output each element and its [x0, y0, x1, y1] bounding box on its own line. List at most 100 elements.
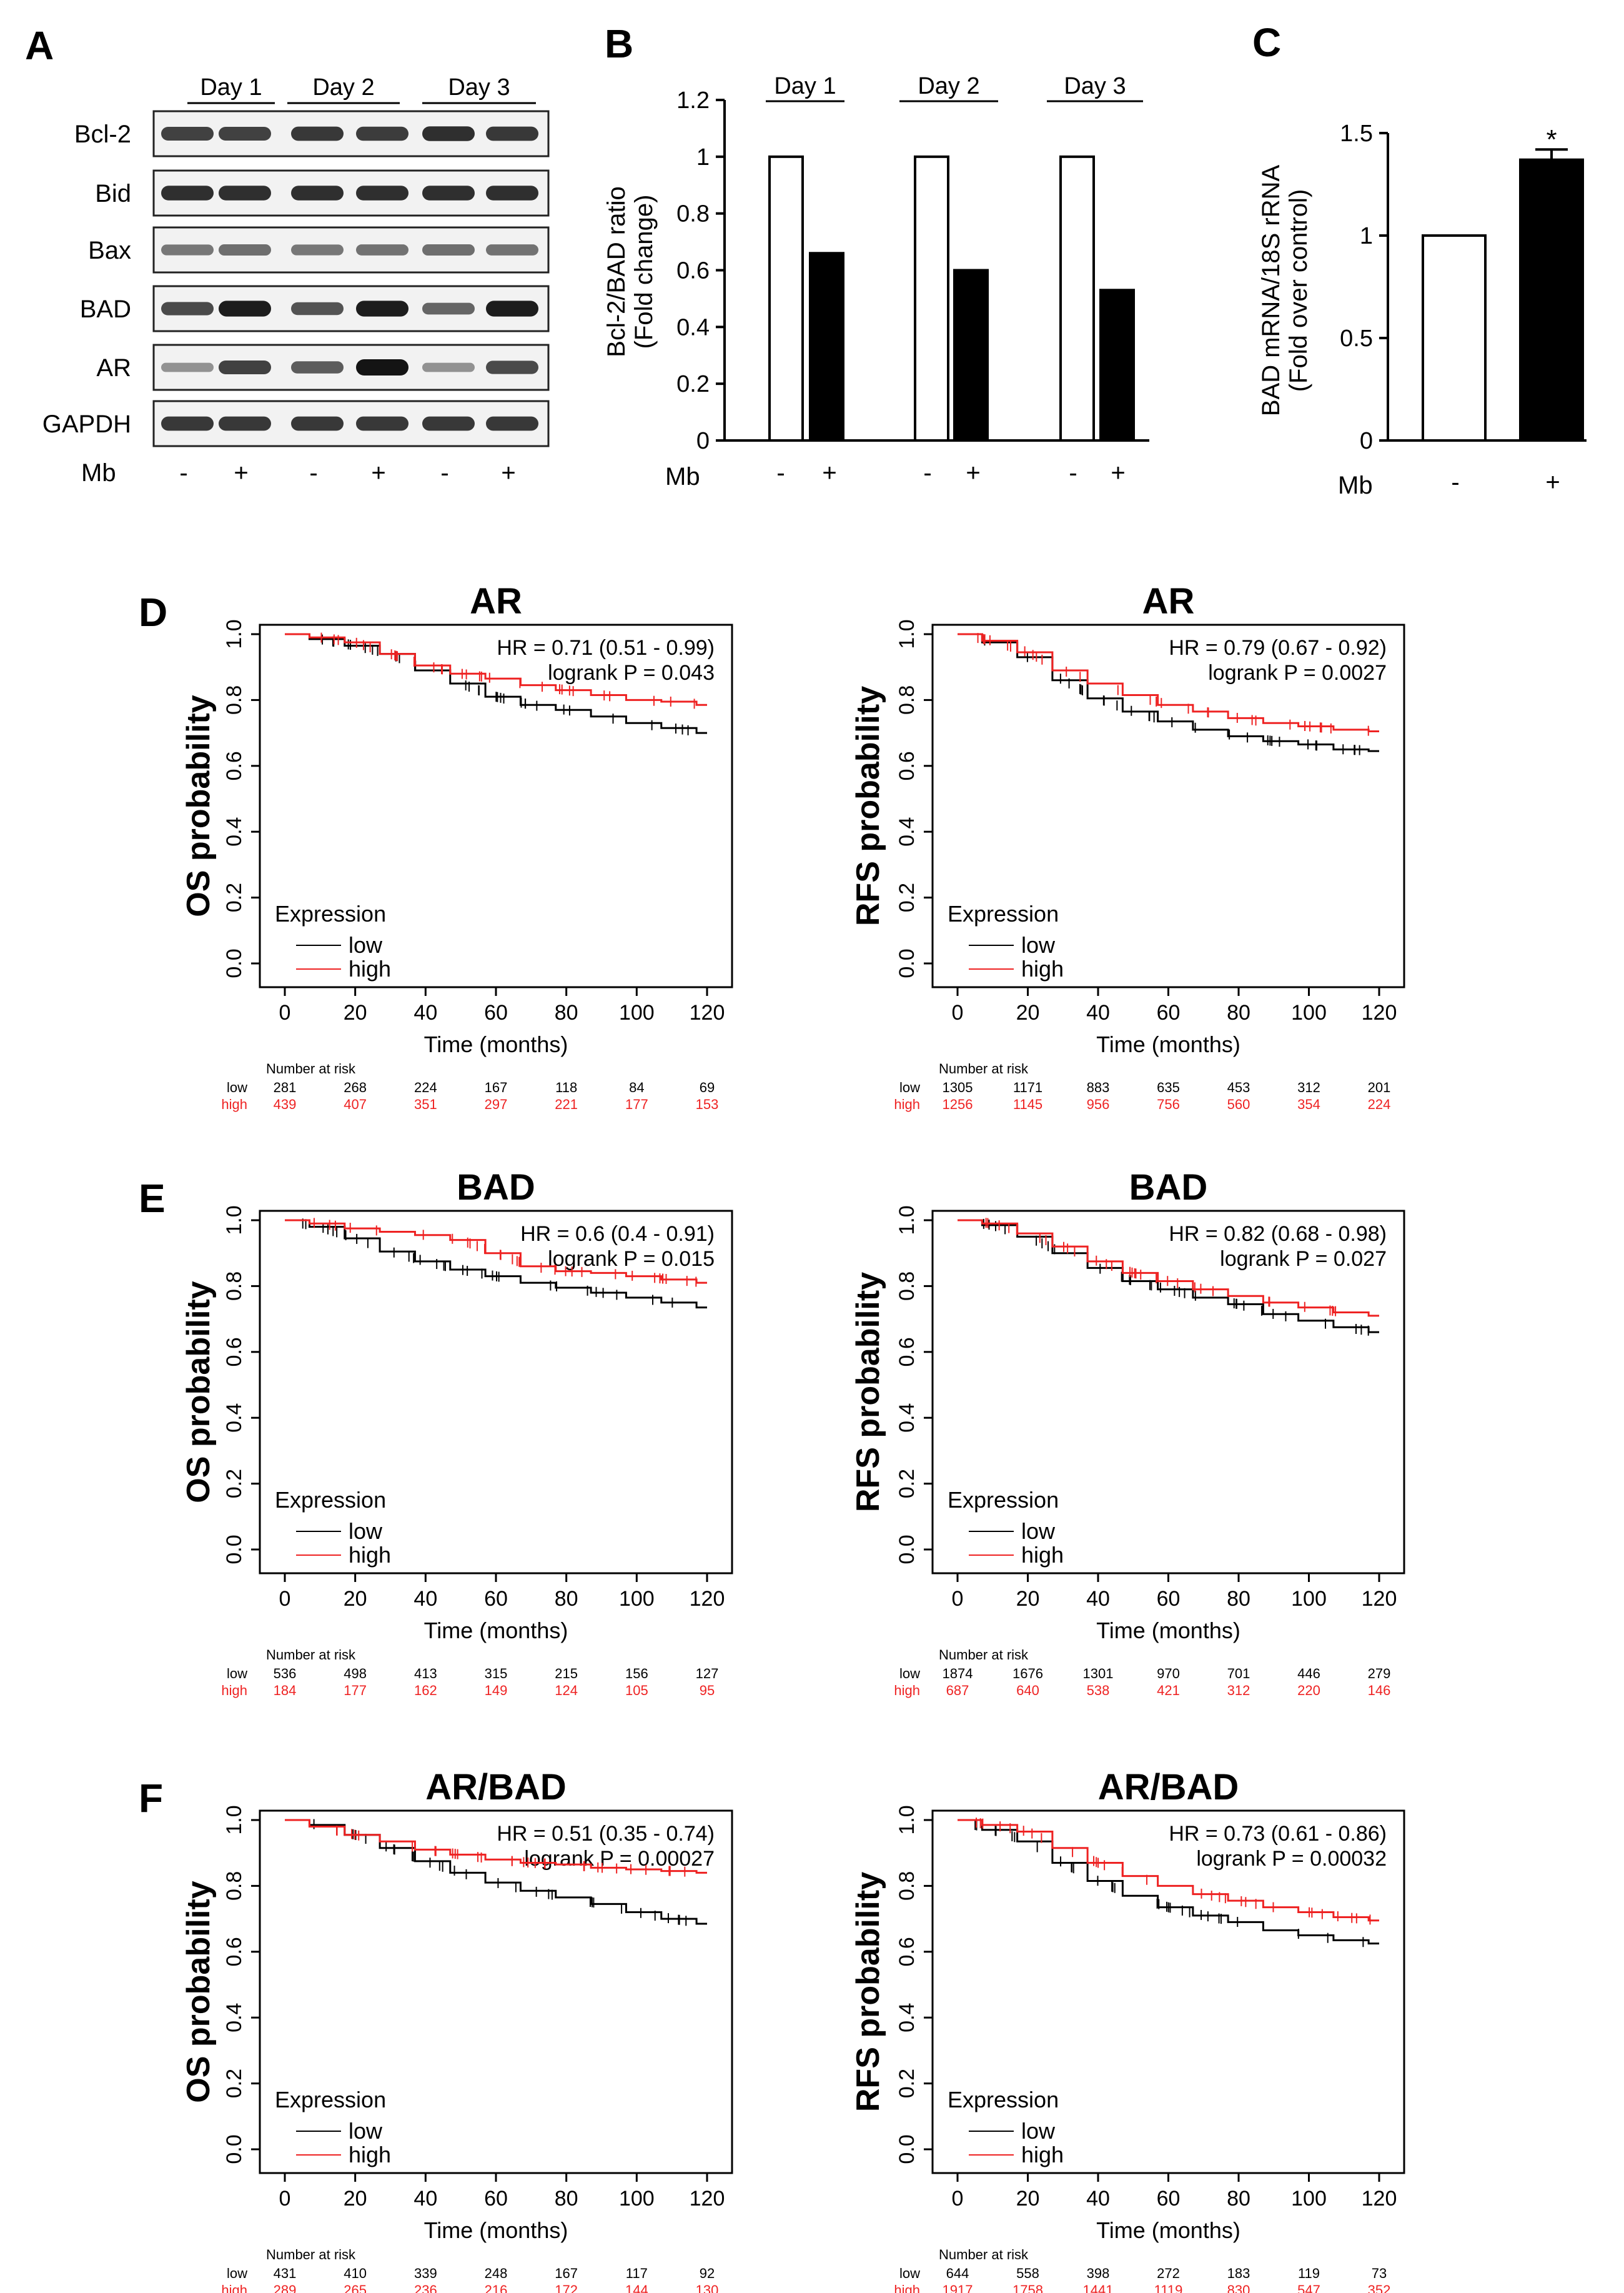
km-legend-title: Expression [948, 901, 1059, 927]
bar [1519, 158, 1584, 442]
km-logrank-p: logrank P = 0.0027 [1208, 661, 1387, 685]
km-risk-low-value: 272 [1157, 2266, 1180, 2281]
km-y-tick-label: 0.8 [895, 1871, 919, 1901]
km-risk-low-value: 536 [274, 1666, 297, 1681]
blot-band [161, 302, 214, 316]
blot-band [219, 186, 271, 201]
y-axis-label: Bcl-2/BAD ratio [603, 186, 630, 357]
km-x-tick-label: 20 [344, 1001, 367, 1025]
panel-letter-b: B [605, 21, 633, 66]
km-risk-high-value: 221 [555, 1097, 578, 1112]
km-risk-row-label-low: low [227, 1666, 247, 1681]
km-logrank-p: logrank P = 0.027 [1220, 1247, 1387, 1271]
x-tick-label: - [776, 459, 785, 487]
km-risk-title: Number at risk [266, 1061, 356, 1077]
km-x-axis-label: Time (months) [424, 2217, 568, 2243]
km-risk-low-value: 312 [1297, 1080, 1320, 1095]
km-curve-high [958, 1219, 1379, 1317]
km-x-tick-label: 40 [1086, 1001, 1110, 1025]
km-x-tick-label: 0 [952, 2187, 964, 2211]
km-risk-low-value: 446 [1297, 1666, 1320, 1681]
km-risk-row-label-high: high [221, 1097, 247, 1112]
km-y-tick-label: 0.6 [895, 1937, 919, 1966]
blot-band [161, 416, 214, 431]
km-risk-high-value: 560 [1227, 1097, 1250, 1112]
km-legend-label-low: low [1021, 2118, 1056, 2144]
bar [768, 155, 804, 442]
blot-strip [152, 110, 550, 157]
blot-row-label: GAPDH [42, 410, 131, 438]
km-risk-high-value: 956 [1087, 1097, 1110, 1112]
km-risk-high-value: 547 [1297, 2282, 1320, 2293]
km-risk-high-value: 124 [555, 1683, 578, 1698]
blot-band [422, 186, 475, 201]
km-x-tick-label: 100 [1291, 2187, 1327, 2211]
blot-day-label: Day 1 [200, 74, 262, 101]
km-risk-high-value: 105 [625, 1683, 648, 1698]
km-risk-high-value: 130 [696, 2282, 719, 2293]
blot-lane-sign: + [234, 459, 248, 487]
y-axis-label: (Fold over control) [1285, 189, 1312, 392]
km-risk-title: Number at risk [266, 1647, 356, 1663]
blot-band [486, 244, 538, 256]
km-title: AR/BAD [425, 1767, 567, 1808]
panel-letter-km: D [139, 590, 167, 635]
km-risk-low-value: 279 [1368, 1666, 1391, 1681]
km-legend-label-high: high [349, 956, 391, 982]
km-x-tick-label: 60 [484, 1001, 508, 1025]
y-tick-label: 1 [1360, 223, 1373, 249]
km-risk-row-label-low: low [899, 2266, 920, 2281]
km-risk-high-value: 184 [274, 1683, 297, 1698]
km-x-tick-label: 80 [555, 1001, 578, 1025]
km-x-tick-label: 100 [619, 1587, 655, 1611]
x-tick-label: + [966, 459, 980, 487]
km-risk-low-value: 1874 [943, 1666, 973, 1681]
km-y-axis-label: RFS probability [850, 1872, 886, 2112]
blot-band [486, 301, 538, 317]
km-x-axis-label: Time (months) [1096, 2217, 1240, 2243]
km-risk-low-value: 558 [1016, 2266, 1039, 2281]
km-risk-high-value: 153 [696, 1097, 719, 1112]
km-risk-high-value: 236 [414, 2282, 437, 2293]
group-label: Day 1 [774, 73, 836, 99]
km-y-axis-label: OS probability [181, 1281, 217, 1503]
km-risk-high-value: 1256 [943, 1097, 973, 1112]
km-legend-label-high: high [1021, 1542, 1064, 1568]
km-x-tick-label: 120 [690, 1001, 725, 1025]
km-risk-low-value: 398 [1087, 2266, 1110, 2281]
blot-band [291, 244, 344, 256]
km-legend-title: Expression [948, 2087, 1059, 2112]
km-risk-high-value: 220 [1297, 1683, 1320, 1698]
km-risk-high-value: 421 [1157, 1683, 1180, 1698]
blot-strip [152, 400, 550, 447]
km-risk-high-value: 146 [1368, 1683, 1391, 1698]
km-risk-low-value: 410 [344, 2266, 367, 2281]
km-risk-high-value: 1441 [1083, 2282, 1114, 2293]
km-y-tick-label: 0.0 [222, 2134, 246, 2164]
km-y-tick-label: 1.0 [895, 1205, 919, 1235]
km-curve-high [958, 633, 1379, 732]
km-title: AR [470, 581, 522, 622]
km-y-tick-label: 0.4 [222, 2003, 246, 2032]
km-x-axis-label: Time (months) [1096, 1032, 1240, 1057]
km-risk-high-value: 144 [625, 2282, 648, 2293]
km-legend-label-high: high [349, 1542, 391, 1568]
blot-row-label: Bid [95, 180, 131, 207]
km-x-tick-label: 80 [555, 2187, 578, 2211]
y-tick-label: 1.5 [1340, 121, 1373, 147]
km-risk-row-label-low: low [899, 1666, 920, 1681]
km-x-axis-label: Time (months) [1096, 1618, 1240, 1643]
blot-band [219, 301, 271, 317]
km-risk-title: Number at risk [939, 1647, 1029, 1663]
km-risk-low-value: 167 [555, 2266, 578, 2281]
km-y-axis-label: RFS probability [850, 686, 886, 926]
blot-lane-sign: - [309, 459, 317, 487]
km-risk-low-value: 281 [274, 1080, 297, 1095]
km-x-tick-label: 60 [484, 1587, 508, 1611]
km-risk-high-value: 756 [1157, 1097, 1180, 1112]
km-x-tick-label: 20 [1016, 1587, 1040, 1611]
km-y-axis-label: OS probability [181, 1881, 217, 2102]
km-logrank-p: logrank P = 0.015 [548, 1247, 715, 1271]
blot-band [356, 416, 408, 431]
